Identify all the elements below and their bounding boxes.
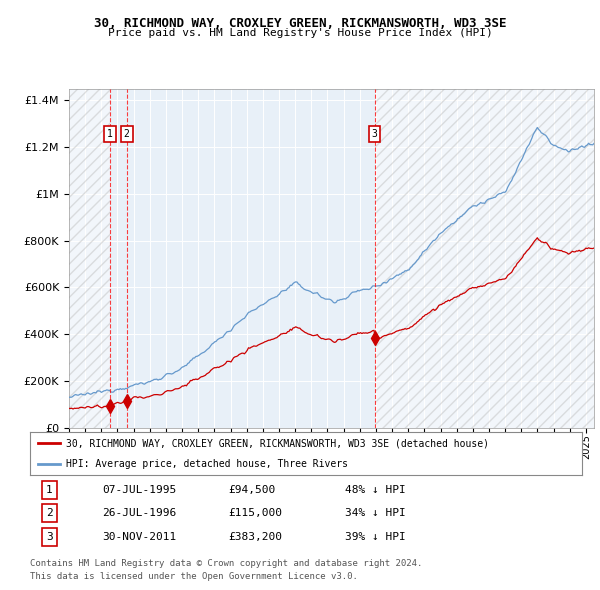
Text: 39% ↓ HPI: 39% ↓ HPI: [344, 532, 406, 542]
Text: 3: 3: [371, 129, 377, 139]
Text: 30, RICHMOND WAY, CROXLEY GREEN, RICKMANSWORTH, WD3 3SE (detached house): 30, RICHMOND WAY, CROXLEY GREEN, RICKMAN…: [66, 438, 489, 448]
Text: 1: 1: [46, 485, 53, 494]
Text: This data is licensed under the Open Government Licence v3.0.: This data is licensed under the Open Gov…: [30, 572, 358, 581]
Text: 30, RICHMOND WAY, CROXLEY GREEN, RICKMANSWORTH, WD3 3SE: 30, RICHMOND WAY, CROXLEY GREEN, RICKMAN…: [94, 17, 506, 30]
Text: 26-JUL-1996: 26-JUL-1996: [102, 509, 176, 518]
Text: 1: 1: [107, 129, 113, 139]
Text: 34% ↓ HPI: 34% ↓ HPI: [344, 509, 406, 518]
Text: 07-JUL-1995: 07-JUL-1995: [102, 485, 176, 494]
Text: 30-NOV-2011: 30-NOV-2011: [102, 532, 176, 542]
Text: 48% ↓ HPI: 48% ↓ HPI: [344, 485, 406, 494]
Text: 2: 2: [124, 129, 130, 139]
Text: 2: 2: [46, 509, 53, 518]
Text: £383,200: £383,200: [229, 532, 283, 542]
Text: Contains HM Land Registry data © Crown copyright and database right 2024.: Contains HM Land Registry data © Crown c…: [30, 559, 422, 568]
Text: £94,500: £94,500: [229, 485, 276, 494]
Text: 3: 3: [46, 532, 53, 542]
Text: £115,000: £115,000: [229, 509, 283, 518]
Text: HPI: Average price, detached house, Three Rivers: HPI: Average price, detached house, Thre…: [66, 460, 348, 469]
Text: Price paid vs. HM Land Registry's House Price Index (HPI): Price paid vs. HM Land Registry's House …: [107, 28, 493, 38]
